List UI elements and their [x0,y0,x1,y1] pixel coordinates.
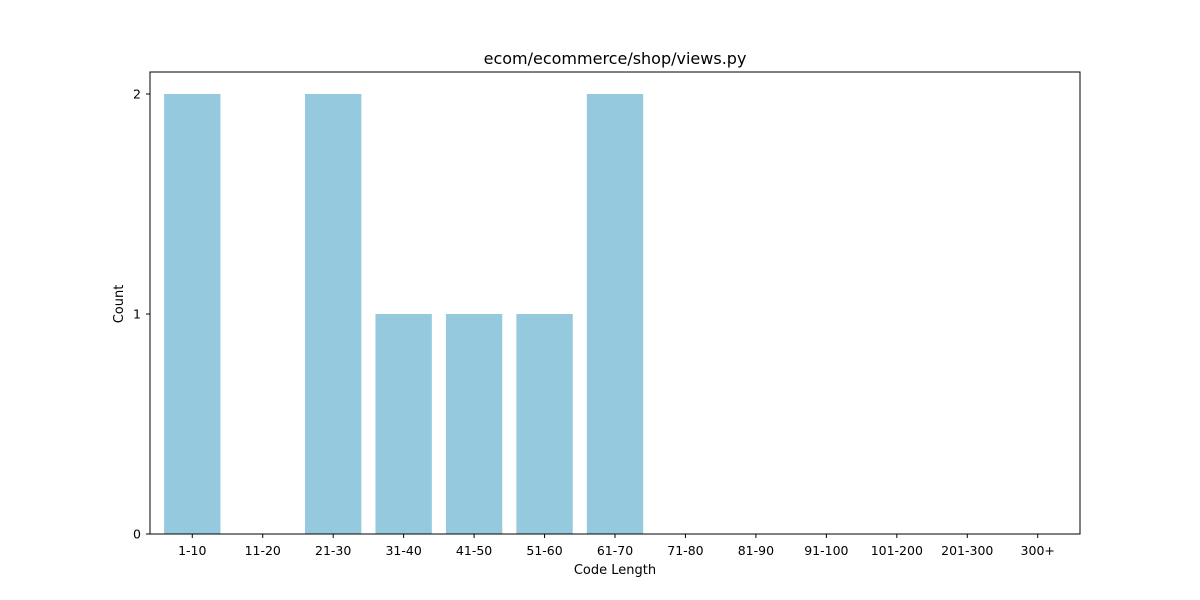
bar-1-10 [164,94,221,534]
bar-21-30 [305,94,362,534]
bar-51-60 [516,314,573,534]
y-tick-label: 0 [133,527,141,542]
bar-31-40 [375,314,432,534]
y-tick-label: 2 [133,87,141,102]
x-tick-label: 51-60 [526,543,562,558]
x-tick-label: 21-30 [315,543,351,558]
x-tick-label: 71-80 [667,543,703,558]
bar-61-70 [586,94,644,534]
x-tick-label: 81-90 [738,543,774,558]
bars-group [164,94,644,534]
y-tick-label: 1 [133,307,141,322]
x-tick-label: 11-20 [245,543,281,558]
chart-title: ecom/ecommerce/shop/views.py [484,49,747,68]
x-axis: 1-10 11-20 21-30 31-40 41-50 51-60 61-70 71-80 8… [178,534,1055,558]
y-axis: 0 1 2 [133,87,150,542]
x-tick-label: 91-100 [804,543,848,558]
x-tick-label: 61-70 [597,543,633,558]
x-tick-label: 31-40 [385,543,421,558]
x-tick-label: 300+ [1021,543,1055,558]
x-tick-label: 1-10 [178,543,206,558]
bar-41-50 [445,314,503,534]
y-axis-label: Count [112,285,127,324]
x-tick-label: 201-300 [941,543,993,558]
x-tick-label: 101-200 [871,543,923,558]
x-tick-label: 41-50 [456,543,492,558]
x-axis-label: Code Length [574,563,656,578]
